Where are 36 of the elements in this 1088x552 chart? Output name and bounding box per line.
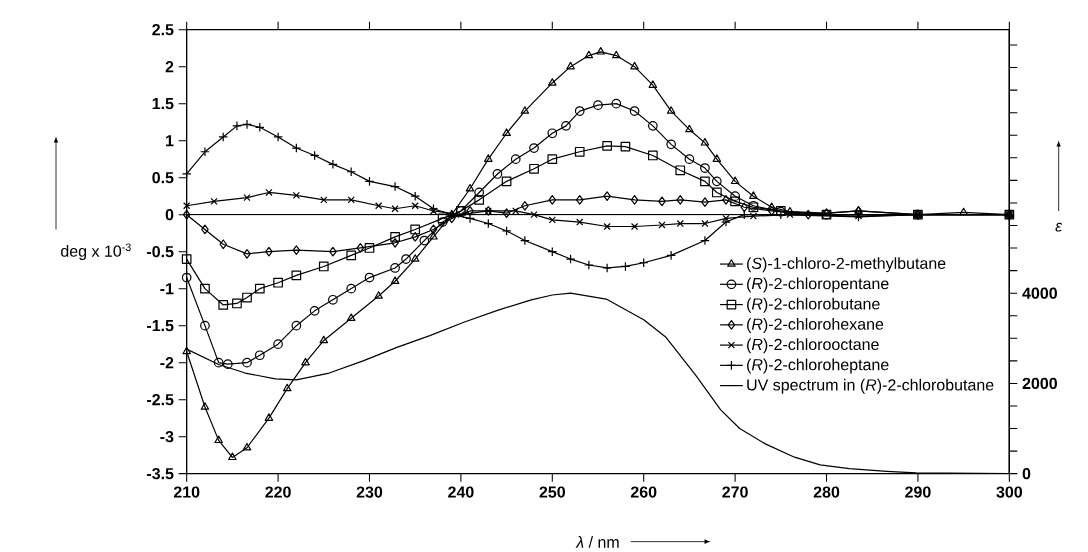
y-tick-label: -1 <box>160 283 174 295</box>
legend-label: (R)-2-chlorobutane <box>747 297 880 313</box>
y-axis-title: deg x 10$^{-3}$ <box>61 243 131 260</box>
y-tick-label: 0 <box>165 208 174 221</box>
x-tick-label: 280 <box>813 486 840 498</box>
y2-tick-label: 2000 <box>1022 377 1057 389</box>
x-tick-label: 260 <box>630 486 657 498</box>
y2-tick-label: 0 <box>1022 467 1031 480</box>
y-tick-label: -0.5 <box>147 245 174 258</box>
y-tick-label: -2 <box>160 356 174 369</box>
y-tick-label: 2 <box>165 60 174 73</box>
y-tick-label: -3 <box>160 430 174 443</box>
x-axis-title: λ / nm <box>575 535 619 548</box>
y-tick-label: 2.5 <box>152 23 174 36</box>
y-tick-label: 1.5 <box>152 97 174 110</box>
x-tick-label: 270 <box>722 486 748 498</box>
legend-label: (R)-2-chlorohexane <box>747 317 884 333</box>
x-tick-label: 210 <box>173 486 200 498</box>
x-tick-label: 290 <box>905 486 931 498</box>
legend-label: UV spectrum in (R)-2-chlorobutane <box>747 378 994 394</box>
y2-tick-label: 4000 <box>1022 287 1057 299</box>
y-tick-label: -2.5 <box>147 393 174 406</box>
x-tick-label: 240 <box>448 486 474 498</box>
legend-label: (S)-1-chloro-2-methylbutane <box>747 257 946 273</box>
x-tick-label: 300 <box>996 486 1023 498</box>
y-tick-label: -1.5 <box>147 319 174 332</box>
y2-axis-title: ε <box>1055 222 1063 232</box>
x-tick-label: 230 <box>356 486 383 498</box>
y-tick-label: 0.5 <box>152 171 174 184</box>
x-tick-label: 250 <box>539 486 565 498</box>
x-tick-label: 220 <box>265 486 291 498</box>
legend-label: (R)-2-chloropentane <box>747 277 889 293</box>
legend-label: (R)-2-chloroheptane <box>747 358 889 374</box>
y-tick-label: 1 <box>166 135 174 147</box>
legend-label: (R)-2-chlorooctane <box>747 338 879 354</box>
y-tick-label: -3.5 <box>147 467 174 480</box>
